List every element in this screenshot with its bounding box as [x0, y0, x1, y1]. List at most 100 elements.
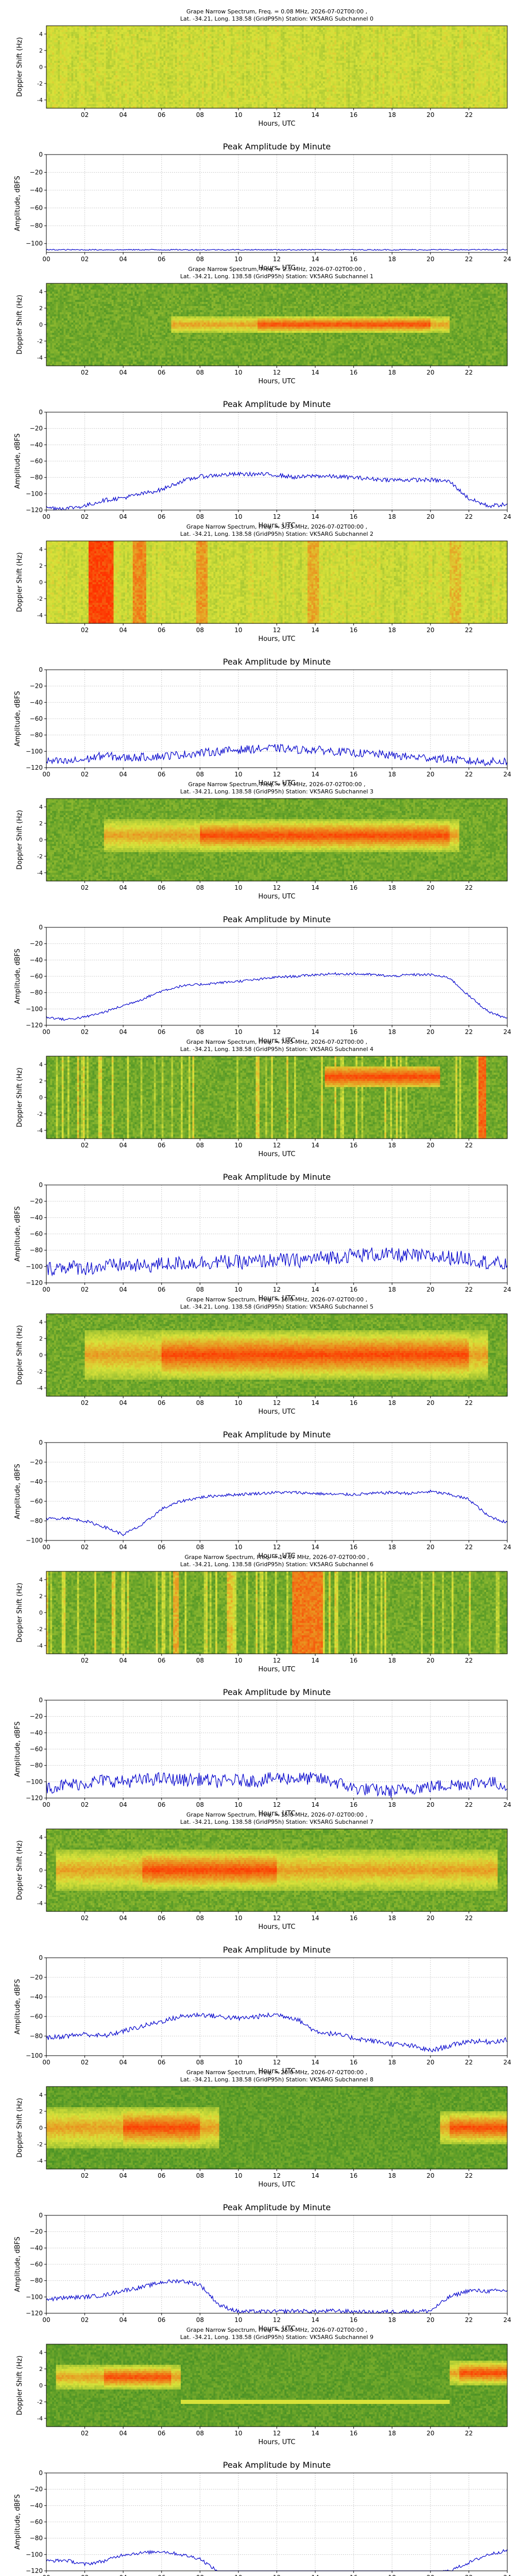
spectrogram-ytick: -4	[37, 2158, 43, 2164]
spectrogram-xtick: 02	[81, 1914, 89, 1922]
amplitude-xtick: 22	[465, 1028, 473, 1036]
spectrogram-ytick: 2	[39, 563, 43, 569]
amplitude-xtick: 20	[426, 2059, 434, 2066]
spectrogram-ytick: 4	[39, 31, 43, 38]
amplitude-xtick: 08	[196, 1286, 204, 1293]
amplitude-ytick: 0	[39, 2469, 43, 2477]
amplitude-ytick: −40	[30, 1478, 43, 1485]
amplitude-xtick: 10	[234, 2059, 242, 2066]
spectrogram-xtick: 08	[196, 2172, 204, 2179]
spectrogram-title: Grape Narrow Spectrum, Freq. = 20.0 MHz,…	[186, 2069, 367, 2076]
spectrogram-heatmap	[46, 1829, 508, 1912]
amplitude-xtick: 16	[350, 1544, 357, 1551]
amplitude-xtick: 12	[273, 771, 281, 778]
amplitude-xtick: 16	[350, 256, 357, 263]
amplitude-title: Peak Amplitude by Minute	[223, 1945, 331, 1955]
amplitude-xtick: 02	[81, 513, 89, 520]
spectrogram-xtick: 04	[119, 369, 127, 376]
spectrogram-subtitle: Lat. -34.21, Long. 138.58 (GridP95h) Sta…	[180, 788, 373, 795]
spectrogram-xtick: 18	[388, 1399, 396, 1406]
spectrogram-ytick: 4	[39, 1319, 43, 1326]
spectrogram-xtick: 08	[196, 884, 204, 891]
amplitude-xtick: 04	[119, 2574, 127, 2576]
amplitude-ytick: 0	[39, 2212, 43, 2219]
amplitude-xtick: 16	[350, 1801, 357, 1808]
spectrogram-heatmap	[46, 799, 508, 882]
amplitude-xtick: 22	[465, 256, 473, 263]
spectrogram-xtick: 08	[196, 626, 204, 634]
amplitude-ylabel: Amplitude, dBFS	[14, 1979, 22, 2035]
amplitude-xtick: 02	[81, 2574, 89, 2576]
spectrogram-xlabel: Hours, UTC	[258, 1150, 295, 1158]
amplitude-xtick: 04	[119, 1286, 127, 1293]
amplitude-ytick: −20	[30, 1198, 43, 1205]
spectrogram-ytick: -4	[37, 1385, 43, 1392]
spectrogram-subtitle: Lat. -34.21, Long. 138.58 (GridP95h) Sta…	[180, 1046, 373, 1053]
amplitude-ytick: −20	[30, 1459, 43, 1466]
spectrogram-ytick: 0	[39, 64, 43, 71]
amplitude-ytick: −80	[30, 2277, 43, 2284]
spectrogram-ytick: 2	[39, 820, 43, 827]
spectrogram-xtick: 16	[350, 626, 357, 634]
amplitude-xtick: 08	[196, 2574, 204, 2576]
spectrogram-ytick: -4	[37, 97, 43, 104]
spectrogram-ytick: -2	[37, 80, 43, 87]
amplitude-xtick: 00	[42, 1801, 50, 1808]
spectrogram-xtick: 12	[273, 1914, 281, 1922]
spectrogram-xtick: 10	[234, 2172, 242, 2179]
amplitude-xtick: 08	[196, 2059, 204, 2066]
amplitude-xtick: 08	[196, 1801, 204, 1808]
amplitude-ytick: −120	[26, 764, 43, 771]
amplitude-ylabel: Amplitude, dBFS	[14, 948, 22, 1004]
amplitude-xtick: 04	[119, 513, 127, 520]
amplitude-xtick: 02	[81, 1544, 89, 1551]
amplitude-xtick: 06	[158, 2059, 165, 2066]
spectrogram-xtick: 06	[158, 2430, 165, 2437]
spectrogram-xtick: 18	[388, 1914, 396, 1922]
amplitude-ytick: −40	[30, 1993, 43, 2001]
spectrogram-title: Grape Narrow Spectrum, Freq. = 7.85 MHz,…	[186, 1039, 367, 1045]
spectrogram-xtick: 08	[196, 1142, 204, 1149]
spectrogram-xtick: 10	[234, 626, 242, 634]
spectrogram-xtick: 14	[311, 2430, 319, 2437]
amplitude-title: Peak Amplitude by Minute	[223, 1430, 331, 1439]
amplitude-xtick: 06	[158, 1801, 165, 1808]
spectrogram-xtick: 12	[273, 1399, 281, 1406]
spectrogram-xtick: 22	[465, 1914, 473, 1922]
amplitude-ytick: −100	[26, 1537, 43, 1544]
amplitude-ytick: −60	[30, 205, 43, 212]
amplitude-ytick: −20	[30, 2486, 43, 2493]
amplitude-ytick: −40	[30, 1214, 43, 1221]
amplitude-ytick: −100	[26, 2052, 43, 2059]
amplitude-ytick: −120	[26, 2567, 43, 2574]
amplitude-xtick: 18	[388, 1286, 396, 1293]
amplitude-xtick: 14	[311, 1544, 319, 1551]
amplitude-xtick: 12	[273, 2574, 281, 2576]
amplitude-xtick: 04	[119, 2059, 127, 2066]
spectrogram-title: Grape Narrow Spectrum, Freq. = 2.5 MHz, …	[188, 266, 365, 273]
amplitude-ytick: −80	[30, 1762, 43, 1769]
spectrogram-xtick: 02	[81, 2172, 89, 2179]
spectrogram-xtick: 14	[311, 1657, 319, 1664]
spectrogram-title: Grape Narrow Spectrum, Freq. = 0.08 MHz,…	[186, 8, 367, 15]
spectrogram-ytick: -2	[37, 1368, 43, 1375]
spectrogram-xtick: 02	[81, 1142, 89, 1149]
amplitude-ytick: −80	[30, 989, 43, 996]
amplitude-title: Peak Amplitude by Minute	[223, 2460, 331, 2470]
spectrogram-ytick: -2	[37, 1626, 43, 1633]
amplitude-xtick: 10	[234, 256, 242, 263]
amplitude-ytick: −20	[30, 425, 43, 432]
spectrogram-ytick: -2	[37, 1884, 43, 1890]
amplitude-xtick: 20	[426, 771, 434, 778]
spectrogram-ytick: 0	[39, 2382, 43, 2389]
spectrogram-xtick: 18	[388, 369, 396, 376]
amplitude-ytick: −60	[30, 1498, 43, 1505]
spectrogram-ytick: 0	[39, 1094, 43, 1101]
spectrogram-xtick: 20	[426, 626, 434, 634]
amplitude-ytick: −80	[30, 732, 43, 739]
spectrogram-xtick: 20	[426, 1657, 434, 1664]
amplitude-xtick: 10	[234, 2574, 242, 2576]
spectrogram-ytick: 2	[39, 1335, 43, 1342]
amplitude-panel-4: Peak Amplitude by Minute0−20−40−60−80−10…	[14, 1172, 511, 1302]
spectrogram-ytick: 2	[39, 47, 43, 54]
